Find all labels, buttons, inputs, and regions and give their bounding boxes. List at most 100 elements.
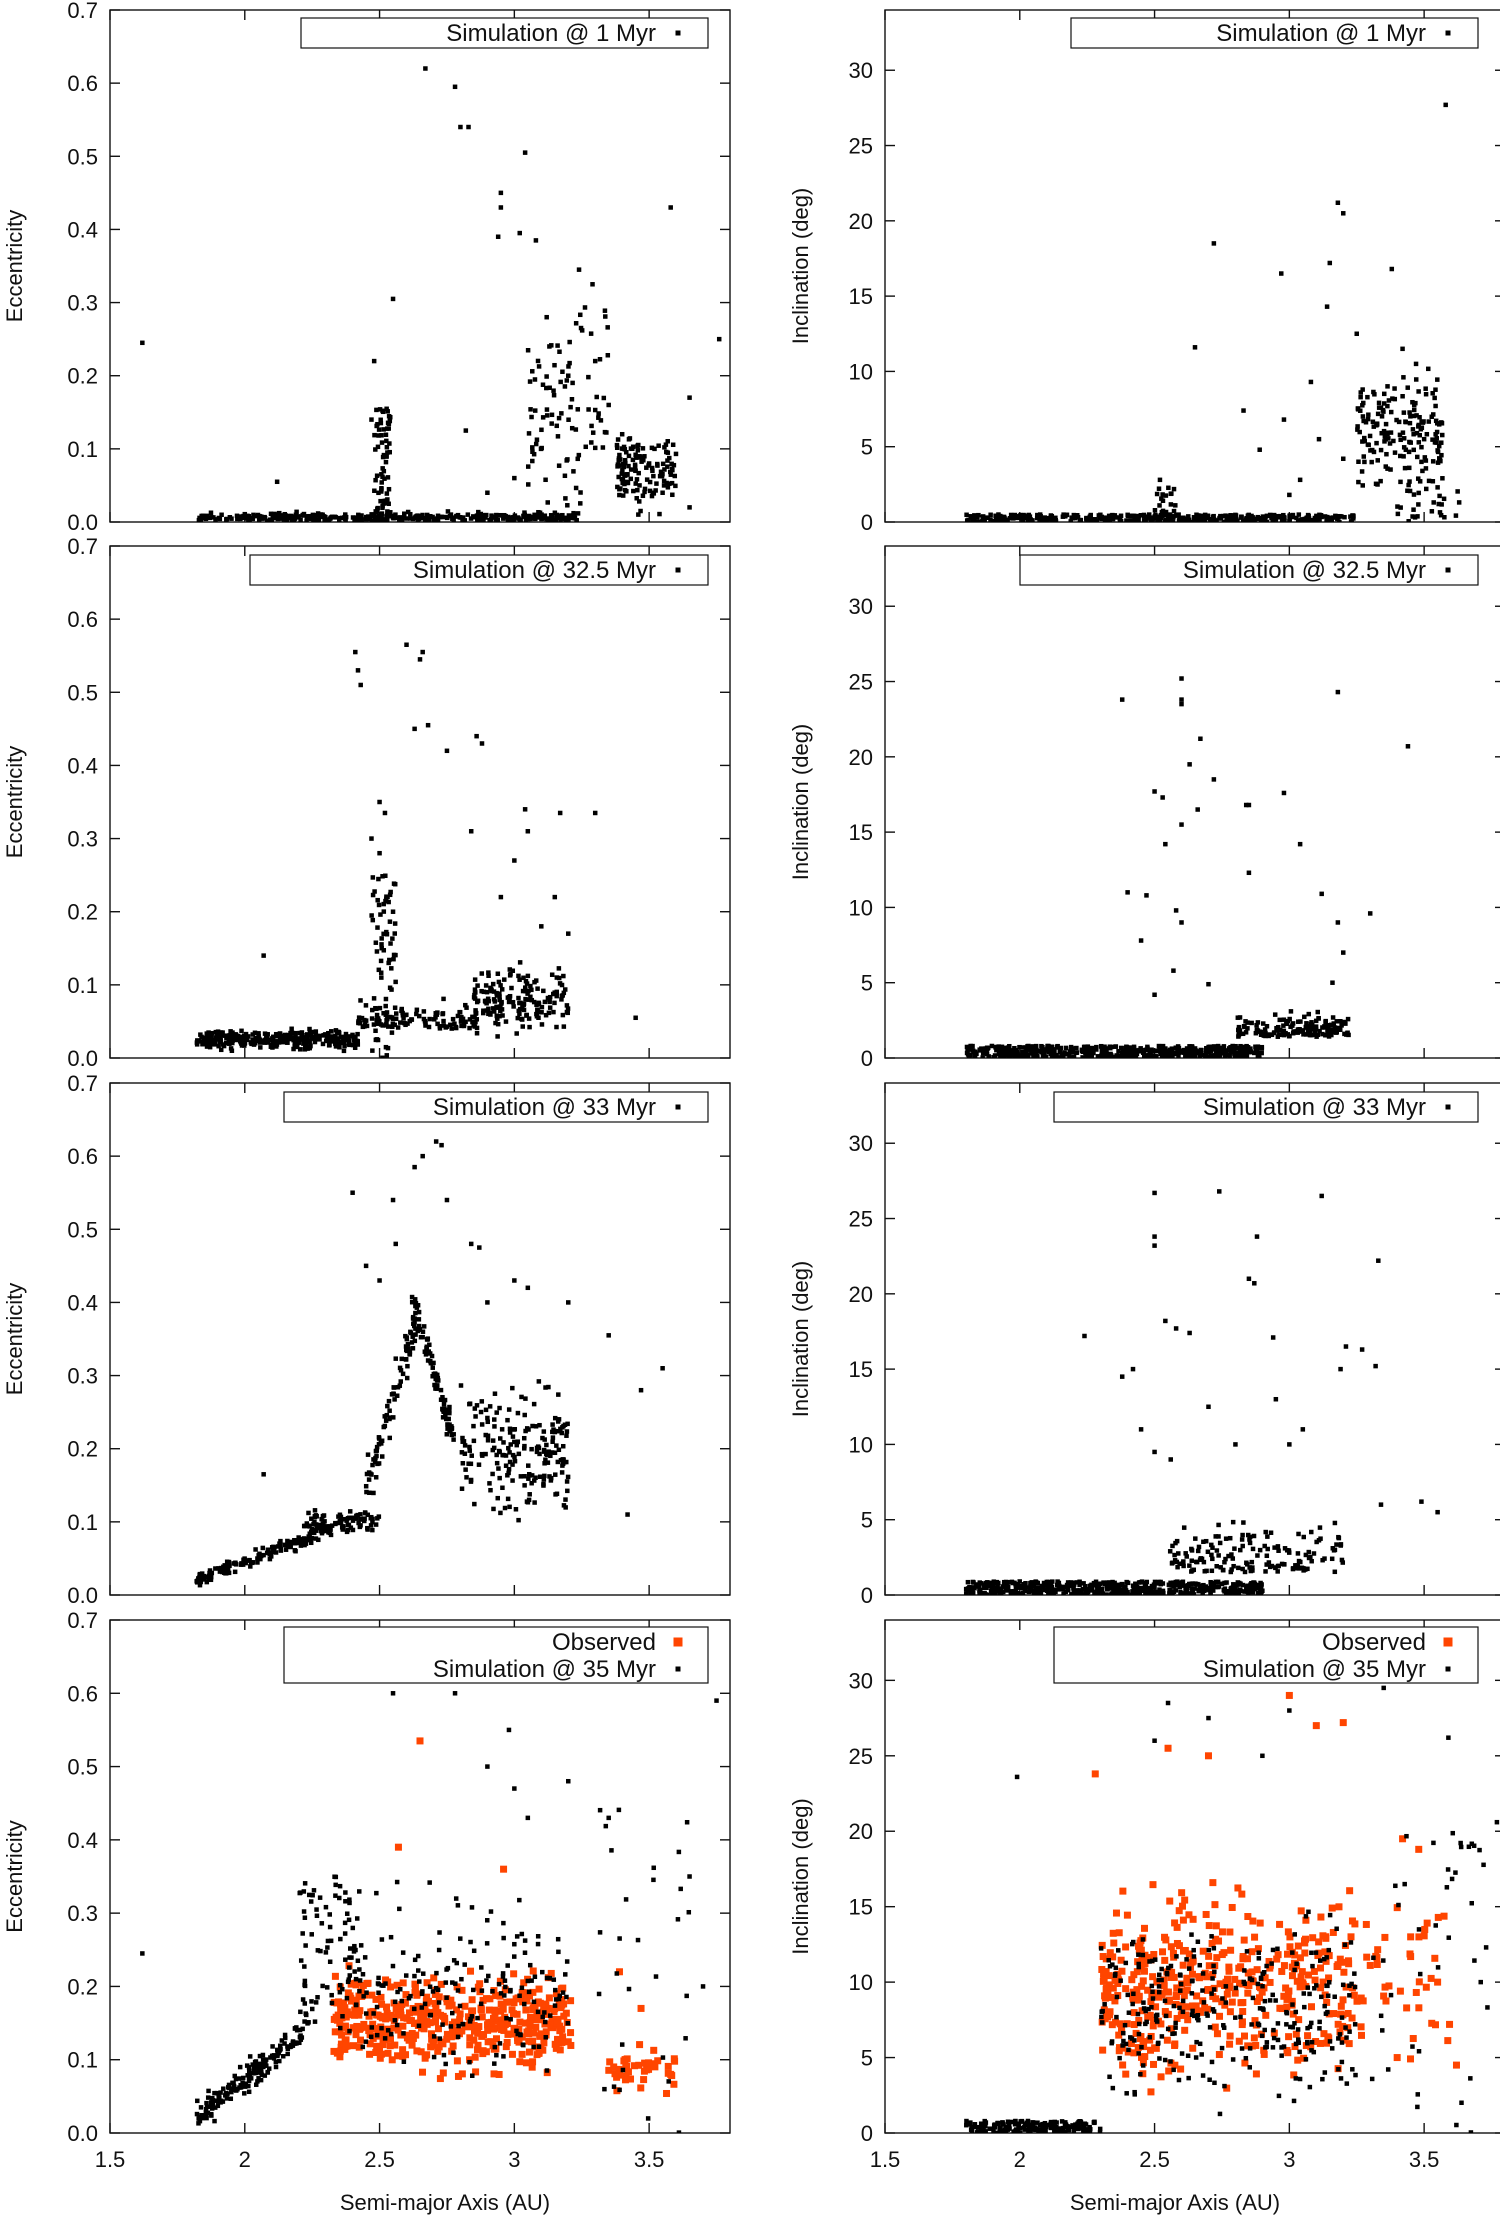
simulation-point [590, 430, 596, 435]
simulation-point [548, 1478, 554, 1483]
simulation-point [1214, 1548, 1220, 1553]
simulation-point [1017, 1044, 1022, 1050]
simulation-point [277, 516, 283, 521]
simulation-point [526, 1016, 532, 1021]
simulation-point [420, 1153, 425, 1159]
simulation-point [1244, 1560, 1249, 1566]
simulation-point [397, 1365, 403, 1371]
simulation-point [370, 1048, 375, 1053]
simulation-point [277, 1031, 283, 1036]
simulation-point [1118, 1045, 1124, 1051]
simulation-point [379, 440, 385, 445]
simulation-point [268, 517, 273, 522]
simulation-point [586, 374, 591, 380]
simulation-point [1239, 1537, 1245, 1542]
simulation-point [529, 514, 535, 520]
observed-point [342, 2013, 350, 2021]
simulation-point [458, 124, 463, 130]
simulation-point [1250, 1565, 1255, 1570]
simulation-point [1187, 1563, 1192, 1568]
simulation-point [301, 1035, 306, 1040]
simulation-point [517, 1011, 522, 1017]
simulation-point [1053, 1052, 1059, 1058]
observed-point [413, 1991, 421, 1999]
simulation-point [408, 516, 413, 521]
simulation-point [293, 1548, 298, 1554]
simulation-point [1058, 1045, 1064, 1051]
simulation-point [1010, 1049, 1015, 1054]
simulation-point [1173, 1540, 1178, 1546]
simulation-point [1398, 505, 1403, 510]
simulation-point [1365, 416, 1371, 422]
simulation-point [1275, 1563, 1281, 1569]
observed-point [336, 2019, 344, 2027]
y-tick-label: 0 [861, 1046, 873, 1071]
simulation-point [371, 358, 377, 364]
simulation-point [309, 1535, 315, 1541]
simulation-point [524, 1012, 530, 1018]
observed-point [473, 2046, 481, 2054]
simulation-point [256, 1034, 261, 1039]
simulation-point [1203, 1538, 1209, 1544]
simulation-point [417, 1013, 422, 1019]
simulation-point [1204, 1045, 1209, 1051]
simulation-point [594, 394, 599, 400]
simulation-point [517, 230, 522, 236]
simulation-point [387, 1435, 393, 1441]
simulation-point [381, 901, 386, 907]
simulation-point [968, 514, 973, 519]
simulation-point [369, 417, 374, 422]
observed-point [373, 2011, 381, 2019]
simulation-point [1246, 1276, 1252, 1282]
simulation-point [487, 1481, 492, 1486]
simulation-point [533, 1424, 539, 1429]
simulation-point [209, 1030, 215, 1036]
simulation-point [1194, 1559, 1200, 1565]
simulation-point [448, 1022, 453, 1028]
simulation-point [299, 1030, 305, 1035]
simulation-point [1231, 1563, 1236, 1569]
simulation-point [669, 461, 674, 467]
simulation-point [1315, 1009, 1321, 1015]
simulation-point [983, 1581, 989, 1586]
simulation-point [1384, 451, 1389, 457]
simulation-point [1229, 1567, 1234, 1572]
y-tick-label: 0.2 [67, 1974, 98, 1999]
observed-point [419, 2023, 427, 2031]
legend-label: Simulation @ 1 Myr [446, 20, 656, 47]
simulation-point [1201, 1559, 1207, 1565]
simulation-point [1037, 1587, 1043, 1592]
simulation-point [444, 1197, 450, 1203]
simulation-point [1405, 385, 1410, 390]
simulation-point [1360, 414, 1366, 419]
simulation-point [1411, 431, 1416, 437]
legend-label: Simulation @ 32.5 Myr [1183, 557, 1426, 584]
simulation-point [379, 472, 384, 477]
observed-point [474, 2029, 482, 2037]
simulation-point [1157, 1589, 1163, 1594]
simulation-point [271, 1547, 277, 1552]
simulation-point [494, 990, 499, 996]
simulation-point [304, 515, 310, 521]
simulation-point [1374, 422, 1380, 427]
simulation-point [1360, 387, 1365, 392]
simulation-point [1176, 1551, 1181, 1556]
simulation-point [404, 516, 410, 521]
observed-point [376, 2054, 384, 2062]
points-layer [964, 102, 1462, 522]
simulation-point [444, 1432, 450, 1437]
simulation-point [655, 461, 660, 467]
simulation-point [527, 1024, 532, 1030]
simulation-point [523, 988, 528, 994]
simulation-point [541, 1481, 546, 1487]
observed-point [452, 2032, 460, 2040]
simulation-point [304, 1032, 310, 1037]
simulation-point [490, 1006, 496, 1011]
observed-point [671, 2057, 679, 2065]
simulation-point [1386, 398, 1392, 403]
simulation-point [467, 1448, 473, 1453]
simulation-point [1331, 1021, 1337, 1026]
simulation-point [398, 1020, 403, 1025]
simulation-point [370, 1527, 375, 1533]
simulation-point [637, 499, 642, 504]
